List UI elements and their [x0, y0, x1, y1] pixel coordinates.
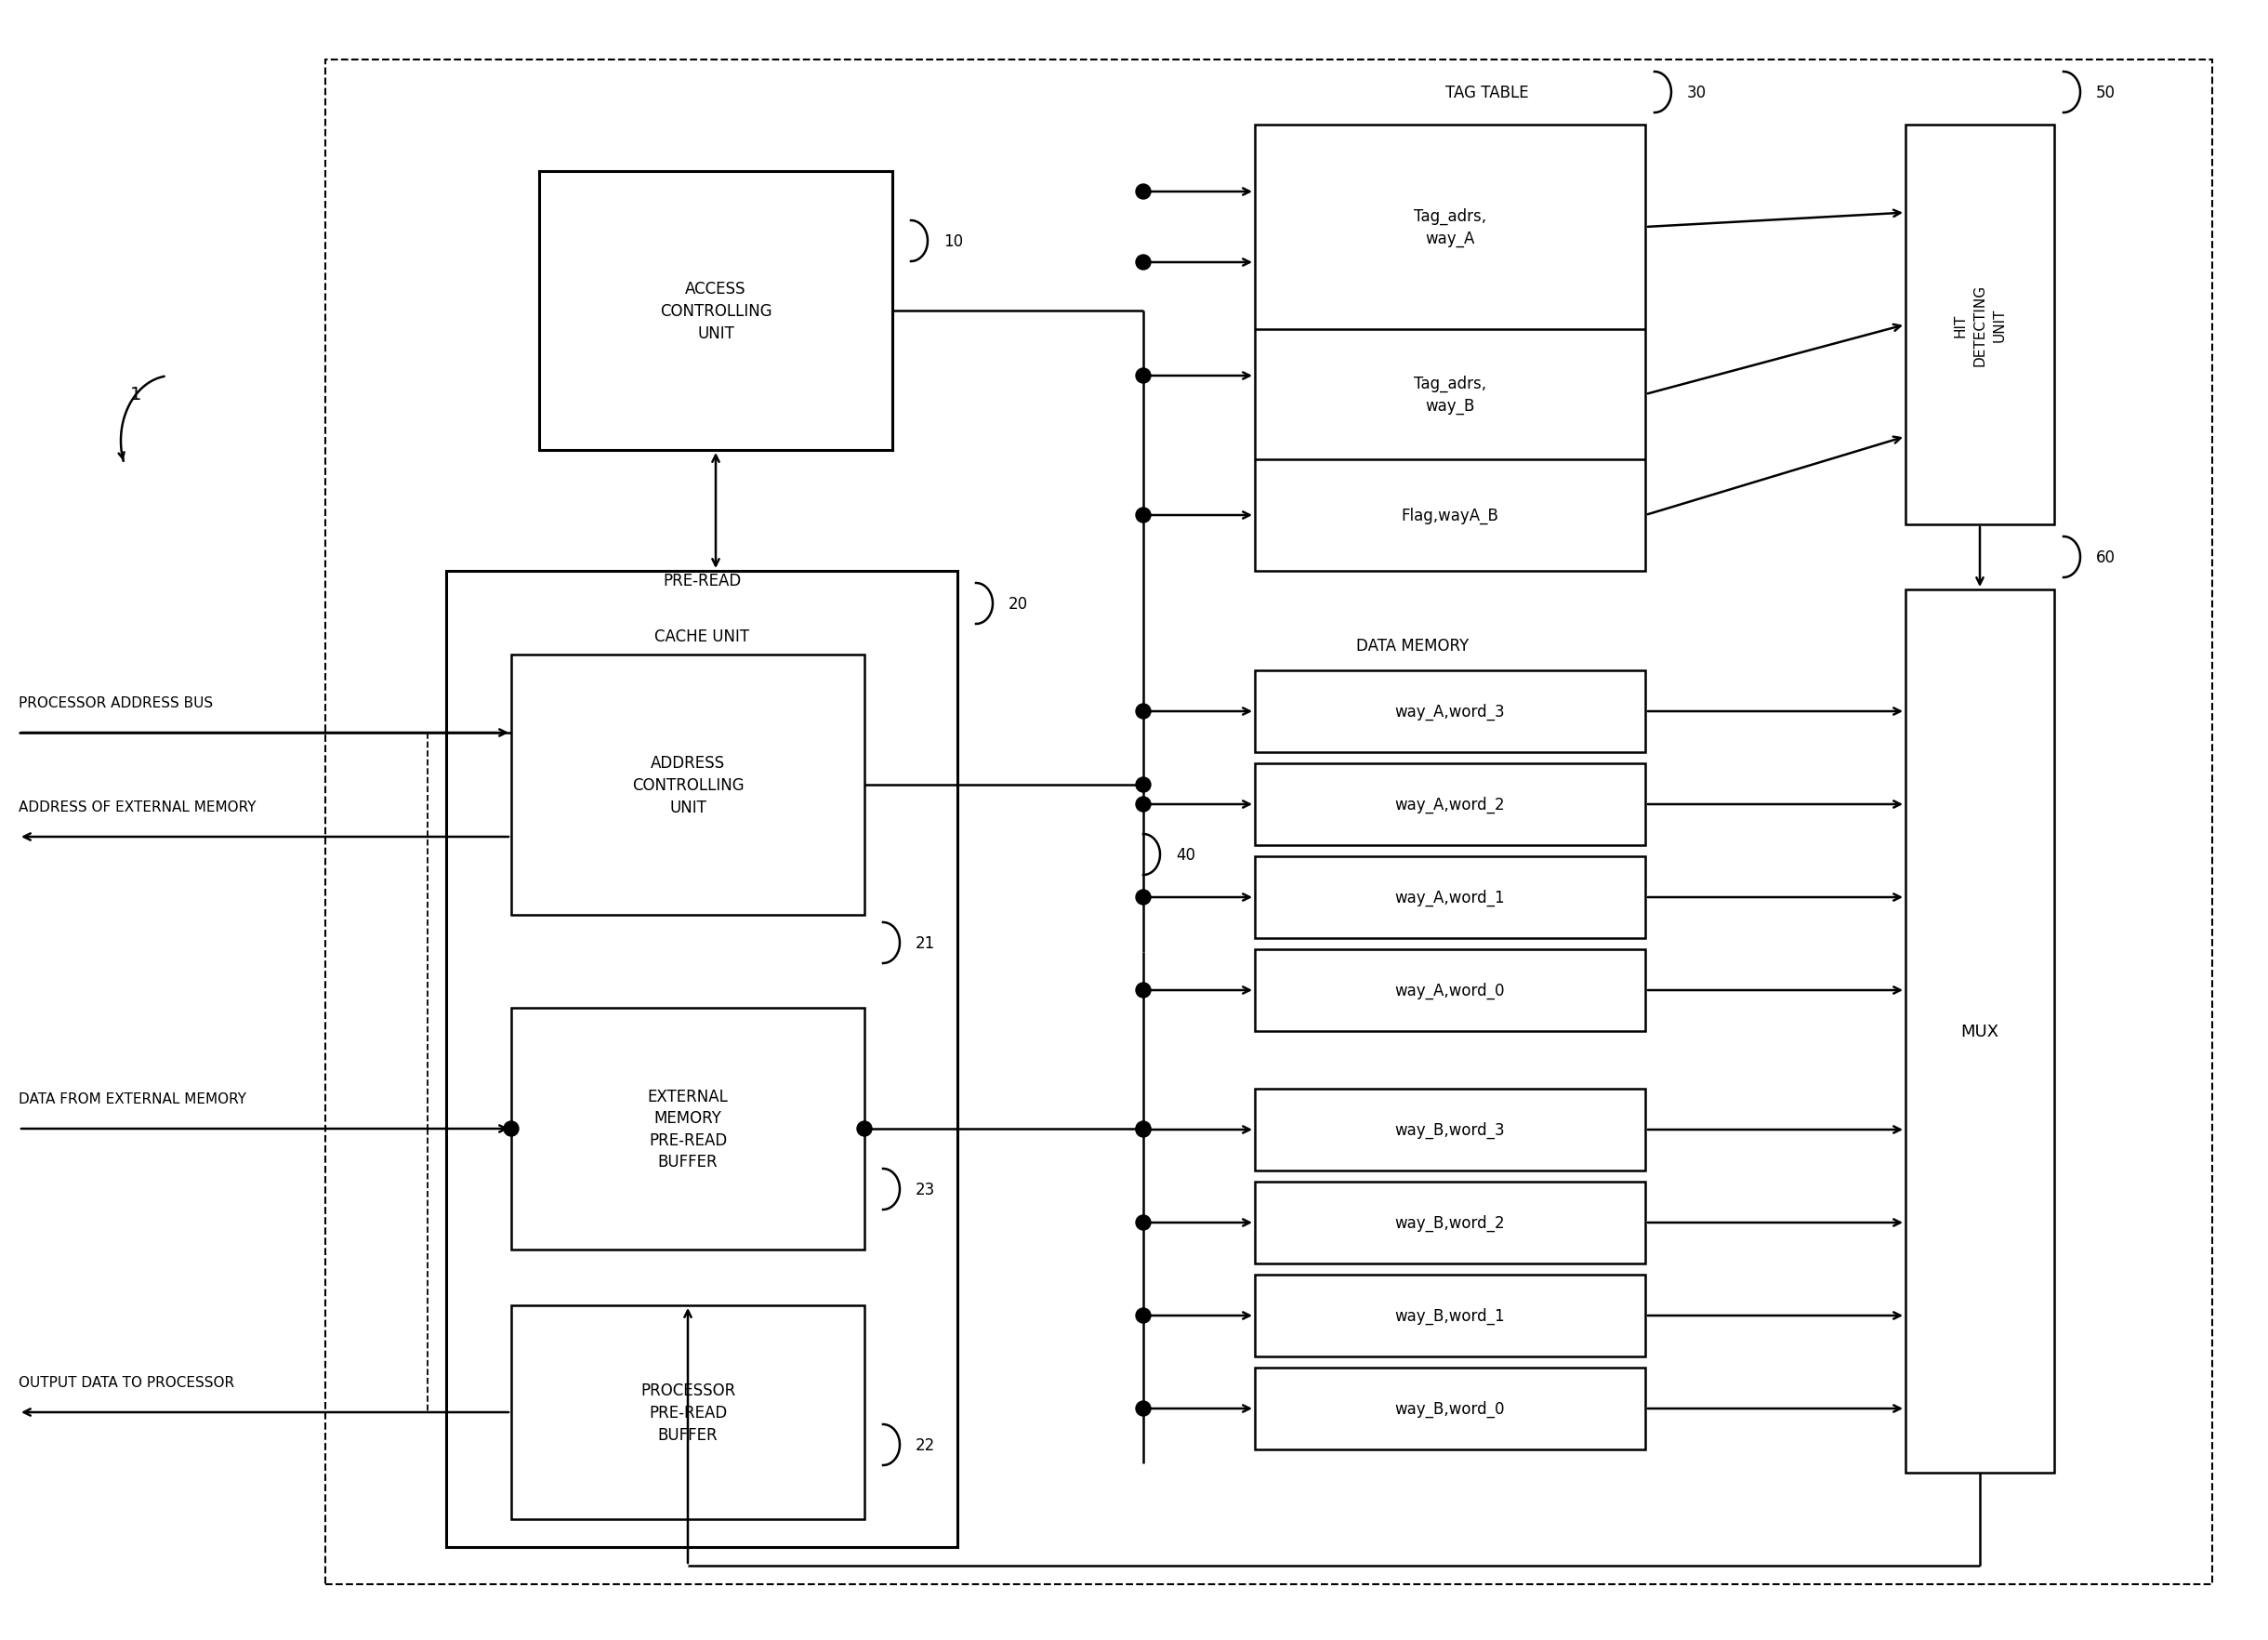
Circle shape	[1136, 982, 1150, 997]
Text: MUX: MUX	[1962, 1023, 1998, 1040]
Text: PROCESSOR ADDRESS BUS: PROCESSOR ADDRESS BUS	[18, 697, 213, 710]
Bar	[540, 172, 891, 451]
Text: 50: 50	[2096, 85, 2116, 102]
Text: 21: 21	[916, 935, 934, 951]
Bar	[1254, 125, 1644, 571]
Bar	[1254, 1368, 1644, 1450]
Bar	[510, 1305, 864, 1519]
Bar	[1254, 950, 1644, 1032]
Circle shape	[503, 1122, 519, 1137]
Bar	[510, 1009, 864, 1250]
Text: Flag,wayA_B: Flag,wayA_B	[1402, 507, 1499, 525]
Text: TAG TABLE: TAG TABLE	[1445, 85, 1529, 102]
Text: ACCESS
CONTROLLING
UNIT: ACCESS CONTROLLING UNIT	[660, 280, 771, 341]
Text: ADDRESS OF EXTERNAL MEMORY: ADDRESS OF EXTERNAL MEMORY	[18, 800, 256, 815]
Text: HIT
DETECTING
UNIT: HIT DETECTING UNIT	[1953, 284, 2007, 366]
Text: way_A,word_2: way_A,word_2	[1395, 795, 1506, 813]
Text: EXTERNAL
MEMORY
PRE-READ
BUFFER: EXTERNAL MEMORY PRE-READ BUFFER	[646, 1087, 728, 1171]
Bar	[1254, 671, 1644, 753]
Text: 22: 22	[916, 1437, 934, 1453]
Bar	[1254, 1182, 1644, 1264]
Text: OUTPUT DATA TO PROCESSOR: OUTPUT DATA TO PROCESSOR	[18, 1376, 234, 1389]
Circle shape	[1136, 1401, 1150, 1415]
Bar	[1905, 590, 2055, 1473]
Circle shape	[1136, 891, 1150, 905]
Circle shape	[857, 1122, 871, 1137]
Circle shape	[1136, 1309, 1150, 1323]
Circle shape	[1136, 1215, 1150, 1230]
Text: way_B,word_1: way_B,word_1	[1395, 1307, 1506, 1323]
Bar	[1254, 856, 1644, 938]
Bar	[1905, 125, 2055, 525]
Text: 1: 1	[129, 385, 141, 403]
Text: DATA MEMORY: DATA MEMORY	[1356, 638, 1470, 654]
Text: Tag_adrs,
way_B: Tag_adrs, way_B	[1413, 376, 1486, 415]
Circle shape	[1136, 704, 1150, 720]
Text: way_A,word_1: way_A,word_1	[1395, 889, 1506, 905]
Text: PRE-READ: PRE-READ	[662, 572, 742, 589]
Text: 60: 60	[2096, 549, 2116, 566]
Text: way_B,word_0: way_B,word_0	[1395, 1401, 1506, 1417]
Bar	[324, 61, 2211, 1584]
Text: PROCESSOR
PRE-READ
BUFFER: PROCESSOR PRE-READ BUFFER	[640, 1383, 735, 1443]
Circle shape	[1136, 508, 1150, 523]
Circle shape	[1136, 256, 1150, 271]
Text: CACHE UNIT: CACHE UNIT	[653, 628, 748, 645]
Text: Tag_adrs,
way_A: Tag_adrs, way_A	[1413, 208, 1486, 248]
Text: 10: 10	[943, 233, 964, 249]
Bar	[510, 654, 864, 915]
Text: way_A,word_3: way_A,word_3	[1395, 704, 1506, 720]
Text: way_A,word_0: way_A,word_0	[1395, 982, 1506, 999]
Text: 40: 40	[1175, 846, 1195, 863]
Circle shape	[1136, 777, 1150, 792]
Text: DATA FROM EXTERNAL MEMORY: DATA FROM EXTERNAL MEMORY	[18, 1092, 247, 1107]
Circle shape	[1136, 797, 1150, 812]
Circle shape	[1136, 1122, 1150, 1137]
Text: way_B,word_2: way_B,word_2	[1395, 1214, 1506, 1232]
Text: 23: 23	[916, 1181, 934, 1197]
Text: way_B,word_3: way_B,word_3	[1395, 1122, 1506, 1138]
Bar	[1254, 1089, 1644, 1171]
Text: ADDRESS
CONTROLLING
UNIT: ADDRESS CONTROLLING UNIT	[633, 754, 744, 815]
Text: 30: 30	[1687, 85, 1708, 102]
Bar	[1254, 1274, 1644, 1356]
Circle shape	[1136, 1122, 1150, 1137]
Bar	[447, 571, 957, 1547]
Bar	[1254, 764, 1644, 846]
Circle shape	[1136, 185, 1150, 200]
Text: 20: 20	[1009, 595, 1027, 612]
Circle shape	[1136, 369, 1150, 384]
